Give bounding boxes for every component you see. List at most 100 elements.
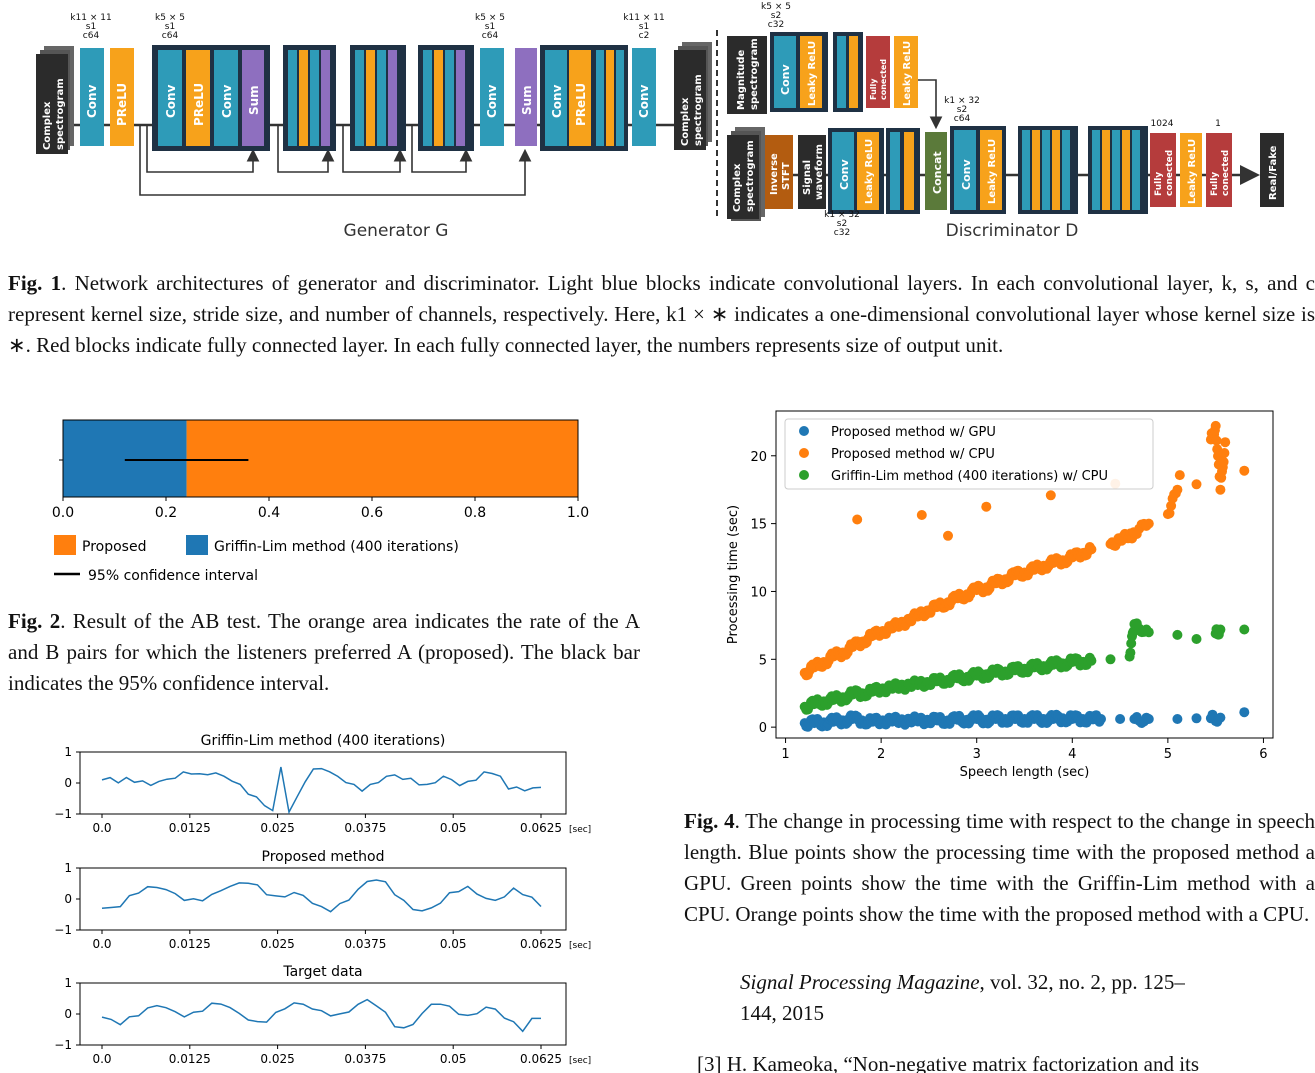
x-tick-label: 0.05: [440, 937, 467, 951]
x-tick-label: 4: [1068, 747, 1076, 762]
x-axis-label: Speech length (sec): [960, 765, 1090, 780]
svg-text:1: 1: [1215, 119, 1221, 129]
figure-1-caption: Fig. 1. Network architectures of generat…: [8, 271, 1315, 357]
svg-text:s1: s1: [86, 22, 96, 32]
scatter-point: [916, 510, 927, 520]
svg-text:k1 × 32: k1 × 32: [944, 96, 980, 106]
scatter-point: [1125, 647, 1136, 658]
svg-text:Inverse: Inverse: [769, 153, 780, 195]
svg-text:Leaky ReLU: Leaky ReLU: [807, 41, 818, 106]
x-tick-label: 0.0125: [169, 821, 211, 835]
svg-text:k1 × 32: k1 × 32: [824, 210, 860, 220]
scatter-point: [1096, 714, 1106, 724]
svg-text:k5 × 5: k5 × 5: [155, 13, 185, 23]
y-tick-label: 0: [64, 1007, 72, 1021]
bar-segment: [63, 420, 187, 497]
real-fake-output: [1260, 133, 1284, 207]
svg-text:STFT: STFT: [781, 162, 792, 190]
svg-text:k11 × 11: k11 × 11: [623, 13, 664, 23]
svg-text:s2: s2: [771, 11, 781, 21]
svg-text:PReLU: PReLU: [115, 83, 129, 126]
generator-output-spectrogram: Complex spectrogram: [674, 42, 712, 150]
svg-text:s1: s1: [165, 22, 175, 32]
subplot-title: Griffin-Lim method (400 iterations): [201, 733, 446, 749]
legend-marker: [799, 470, 809, 480]
svg-text:k5 × 5: k5 × 5: [761, 2, 791, 12]
upsample-block: Conv PReLU: [540, 45, 628, 151]
x-tick-label: 0.0625: [520, 821, 562, 835]
svg-text:Complex: Complex: [42, 101, 53, 150]
svg-text:k5 × 5: k5 × 5: [475, 13, 505, 23]
svg-text:Sum: Sum: [520, 85, 534, 115]
x-tick-label: 0.0375: [344, 821, 386, 835]
x-tick-label: 0.6: [361, 505, 383, 521]
x-tick-label: 5: [1164, 747, 1172, 762]
legend-label: Proposed: [82, 539, 146, 555]
legend-swatch: [186, 535, 208, 555]
svg-text:s1: s1: [485, 22, 495, 32]
x-tick-label: 0.05: [440, 1052, 467, 1066]
x-tick-label: 0.0: [92, 821, 111, 835]
scatter-point: [1105, 654, 1116, 665]
legend-swatch: [54, 535, 76, 555]
svg-text:Conv: Conv: [164, 84, 178, 118]
svg-text:Conv: Conv: [550, 84, 564, 118]
y-tick-label: 1: [64, 976, 72, 990]
svg-text:s1: s1: [639, 22, 649, 32]
legend-label: Griffin-Lim method (400 iterations): [214, 539, 459, 555]
subplot-title: Target data: [282, 964, 362, 980]
residual-block: [350, 45, 406, 151]
y-tick-label: −1: [54, 923, 72, 937]
x-tick-label: 0.0: [92, 1052, 111, 1066]
svg-text:c32: c32: [834, 228, 850, 238]
x-tick-label: 0.025: [260, 1052, 294, 1066]
svg-text:spectrogram: spectrogram: [55, 78, 66, 150]
scatter-point: [1215, 624, 1226, 635]
svg-text:s2: s2: [957, 105, 967, 115]
y-tick-label: 5: [759, 653, 767, 668]
scatter-point: [1219, 448, 1230, 458]
legend-label: Griffin-Lim method (400 iterations) w/ C…: [831, 469, 1108, 484]
scatter-point: [852, 514, 863, 525]
svg-text:Complex: Complex: [732, 163, 743, 212]
svg-text:s2: s2: [837, 219, 847, 229]
y-tick-label: 0: [64, 776, 72, 790]
svg-text:PReLU: PReLU: [574, 83, 588, 126]
concat-block: [925, 132, 947, 210]
svg-text:Leaky ReLU: Leaky ReLU: [987, 139, 998, 204]
svg-text:Leaky ReLU: Leaky ReLU: [902, 41, 913, 106]
scatter-point: [1191, 713, 1202, 724]
svg-text:spectrogram: spectrogram: [693, 74, 704, 146]
x-tick-label: 1: [781, 747, 789, 762]
scatter-point: [1045, 490, 1056, 501]
waveform-line: [101, 998, 541, 1033]
y-tick-label: 1: [64, 861, 72, 875]
svg-text:c64: c64: [954, 114, 971, 124]
scatter-point: [981, 501, 992, 512]
legend-marker: [799, 448, 809, 458]
svg-text:c2: c2: [639, 31, 650, 41]
x-tick-label: 0.2: [155, 505, 177, 521]
svg-text:PReLU: PReLU: [192, 83, 206, 126]
scatter-point: [1239, 465, 1250, 476]
waveform-comparison-chart: Griffin-Lim method (400 iterations) 1 0 −1 0…: [54, 733, 591, 1066]
legend-label: 95% confidence interval: [88, 568, 258, 584]
y-tick-label: 20: [750, 450, 767, 465]
scatter-point: [1239, 624, 1250, 635]
legend-label: Proposed method w/ CPU: [831, 447, 995, 462]
scatter-point: [1239, 707, 1250, 718]
svg-text:c32: c32: [768, 20, 784, 30]
bar-segment: [186, 420, 578, 497]
y-tick-label: −1: [54, 807, 72, 821]
scatter-point: [1218, 456, 1229, 467]
svg-text:c64: c64: [162, 31, 179, 41]
generator-input-spectrogram: Complex spectrogram: [36, 46, 74, 154]
waveform-line: [101, 879, 542, 913]
svg-text:Conv: Conv: [85, 84, 99, 118]
subplot-title: Proposed method: [262, 849, 385, 865]
scatter-point: [1172, 629, 1183, 640]
svg-text:spectrogram: spectrogram: [745, 140, 756, 212]
svg-text:Conv: Conv: [838, 159, 851, 190]
scatter-point: [1215, 712, 1226, 723]
